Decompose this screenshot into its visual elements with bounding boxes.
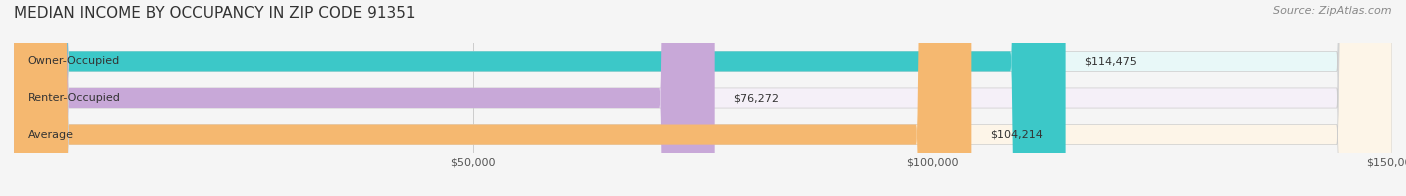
FancyBboxPatch shape — [14, 0, 1392, 196]
Text: Renter-Occupied: Renter-Occupied — [28, 93, 121, 103]
Text: Average: Average — [28, 130, 75, 140]
FancyBboxPatch shape — [14, 0, 1392, 196]
Text: $114,475: $114,475 — [1084, 56, 1137, 66]
FancyBboxPatch shape — [14, 0, 1392, 196]
Text: Source: ZipAtlas.com: Source: ZipAtlas.com — [1274, 6, 1392, 16]
FancyBboxPatch shape — [14, 0, 1066, 196]
FancyBboxPatch shape — [14, 0, 714, 196]
Text: $76,272: $76,272 — [733, 93, 779, 103]
Text: $104,214: $104,214 — [990, 130, 1043, 140]
Text: Owner-Occupied: Owner-Occupied — [28, 56, 120, 66]
Text: MEDIAN INCOME BY OCCUPANCY IN ZIP CODE 91351: MEDIAN INCOME BY OCCUPANCY IN ZIP CODE 9… — [14, 6, 416, 21]
FancyBboxPatch shape — [14, 0, 972, 196]
